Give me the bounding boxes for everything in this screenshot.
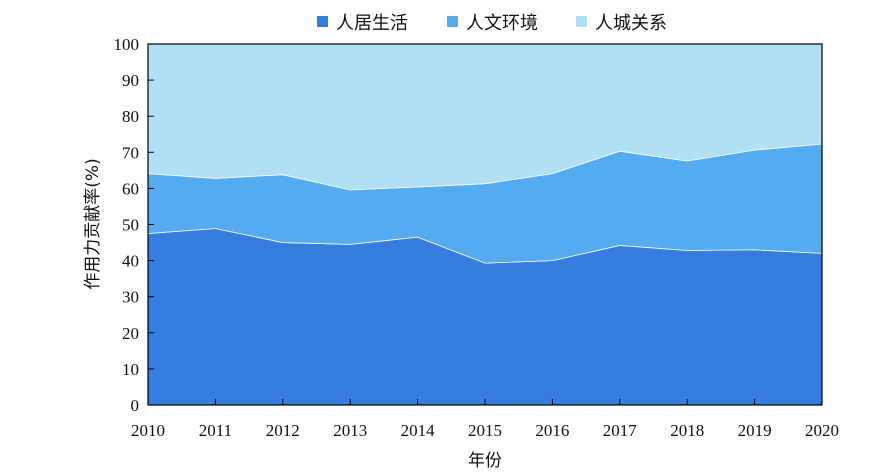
x-tick-label: 2019 [738,421,772,440]
x-tick-label: 2012 [266,421,300,440]
x-axis: 2010 2011 2012 2013 2014 2015 2016 2017 2018 2019… [131,399,839,440]
legend-swatch-2 [447,16,458,27]
y-tick-label: 90 [122,71,139,90]
y-tick-label: 40 [122,252,139,271]
x-tick-label: 2013 [333,421,367,440]
x-tick-label: 2020 [805,421,839,440]
x-tick-label: 2017 [603,421,638,440]
y-tick-label: 20 [122,324,139,343]
y-axis-title: 作用力贡献率(%) [83,158,103,289]
x-tick-label: 2011 [199,421,232,440]
series-areas [147,43,823,406]
x-tick-label: 2010 [131,421,165,440]
legend-label-3: 人城关系 [595,13,667,34]
y-tick-label: 80 [122,107,139,126]
x-tick-label: 2018 [670,421,704,440]
legend-label-1: 人居生活 [336,13,408,34]
y-tick-label: 60 [122,179,139,198]
x-axis-title: 年份 [468,451,502,471]
legend-label-2: 人文环境 [466,13,538,34]
legend-swatch-1 [317,16,328,27]
y-tick-label: 70 [122,143,139,162]
y-tick-label: 100 [114,35,140,54]
legend-swatch-3 [576,16,587,27]
y-tick-label: 10 [122,360,139,379]
x-tick-label: 2015 [468,421,502,440]
y-axis: 0 10 20 30 40 50 60 70 80 90 100 [114,35,154,415]
legend: 人居生活 人文环境 人城关系 [317,13,667,34]
y-tick-label: 50 [122,216,139,235]
y-tick-label: 0 [131,396,140,415]
x-tick-label: 2014 [401,421,436,440]
x-tick-label: 2016 [535,421,569,440]
y-tick-label: 30 [122,288,139,307]
